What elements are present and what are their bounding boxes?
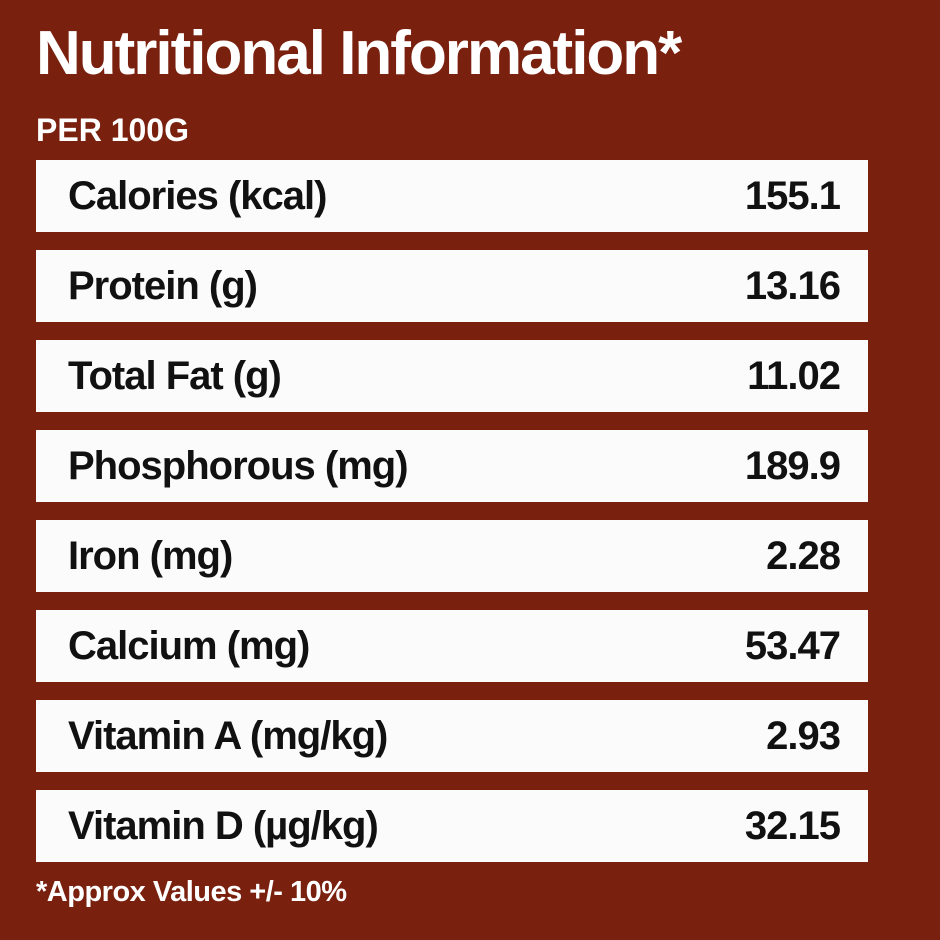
nutrient-label: Protein (g) — [68, 263, 258, 308]
table-row: Protein (g) 13.16 — [36, 250, 868, 322]
nutrient-label: Calcium (mg) — [68, 623, 310, 668]
nutrient-label: Vitamin D (µg/kg) — [68, 803, 379, 848]
footnote: *Approx Values +/- 10% — [36, 876, 347, 908]
table-row: Vitamin D (µg/kg) 32.15 — [36, 790, 868, 862]
nutrient-value: 13.16 — [744, 263, 841, 308]
nutrient-value: 32.15 — [744, 803, 841, 848]
table-row: Total Fat (g) 11.02 — [36, 340, 868, 412]
table-row: Phosphorous (mg) 189.9 — [36, 430, 868, 502]
nutrient-label: Vitamin A (mg/kg) — [68, 713, 388, 758]
nutrient-label: Total Fat (g) — [68, 353, 282, 398]
nutrient-value: 11.02 — [747, 353, 841, 398]
table-row: Vitamin A (mg/kg) 2.93 — [36, 700, 868, 772]
nutrient-value: 2.93 — [766, 713, 841, 758]
nutrient-value: 189.9 — [744, 443, 841, 488]
table-row: Calories (kcal) 155.1 — [36, 160, 868, 232]
title: Nutritional Information* — [36, 19, 682, 88]
nutrient-label: Calories (kcal) — [68, 173, 327, 218]
nutrient-value: 155.1 — [744, 173, 841, 218]
nutrient-label: Iron (mg) — [68, 533, 233, 578]
subtitle: PER 100G — [36, 112, 189, 148]
table-row: Calcium (mg) 53.47 — [36, 610, 868, 682]
table-row: Iron (mg) 2.28 — [36, 520, 868, 592]
nutrient-label: Phosphorous (mg) — [68, 443, 409, 488]
nutrient-value: 2.28 — [766, 533, 841, 578]
nutrient-value: 53.47 — [744, 623, 841, 668]
